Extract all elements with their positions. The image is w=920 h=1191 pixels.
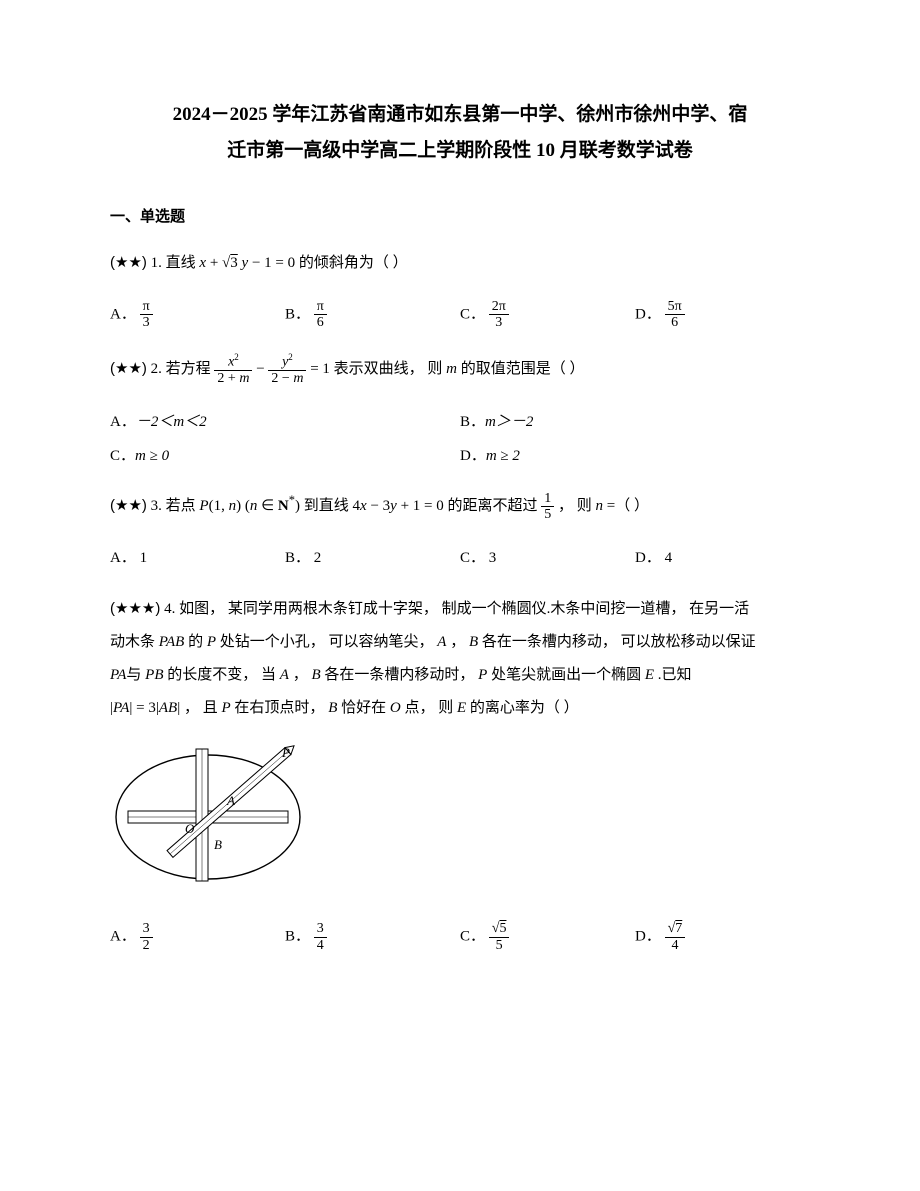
q2-optA: A．－2＜m＜2 [110,410,460,434]
q1-text-after: 的倾斜角为（ ） [299,255,408,271]
q3-num: 3. [151,498,162,514]
title-line1: 2024－2025 学年江苏省南通市如东县第一中学、徐州市徐州中学、宿 [110,100,810,130]
q4-optA: A． 32 [110,921,285,953]
q4-figure: P A O B [110,739,810,897]
q1-options: A． π3 B． π6 C． 2π3 D． 5π6 [110,299,810,331]
q1-optD: D． 5π6 [635,299,810,331]
q3-options: A． 1 B． 2 C． 3 D． 4 [110,546,810,570]
question-1: (★★) 1. 直线 x + √3 y − 1 = 0 的倾斜角为（ ） [110,251,810,275]
q2-optD: D．m ≥ 2 [460,444,810,468]
q2-text-end: 的取值范围是（ ） [461,361,585,377]
q3-optA: A． 1 [110,546,285,570]
q4-options: A． 32 B． 34 C． √55 D． √74 [110,921,810,953]
q3-t2: 到直线 [304,498,353,514]
q4-num: 4. [164,601,175,617]
q3-t1: 若点 [166,498,200,514]
q4-optC: C． √55 [460,921,635,953]
q2-stars: (★★) [110,360,147,377]
svg-text:O: O [185,821,195,836]
q3-t5: =（ ） [607,498,649,514]
q2-num: 2. [151,361,162,377]
title-line2: 迁市第一高级中学高二上学期阶段性 10 月联考数学试卷 [110,136,810,166]
q4-stars: (★★★) [110,600,160,617]
q2-options: A．－2＜m＜2 B．m＞－2 C．m ≥ 0 D．m ≥ 2 [110,410,810,468]
question-4: (★★★) 4. 如图， 某同学用两根木条钉成十字架， 制成一个椭圆仪.木条中间… [110,592,810,725]
section-header-1: 一、单选题 [110,205,810,229]
q4-optB: B． 34 [285,921,460,953]
q1-optA: A． π3 [110,299,285,331]
q3-optD: D． 4 [635,546,810,570]
q3-optC: C． 3 [460,546,635,570]
q2-text-before: 若方程 [166,361,215,377]
q2-text-after: 表示双曲线， 则 [334,361,447,377]
question-3: (★★) 3. 若点 P(1, n) (n ∈ N*) 到直线 4x − 3y … [110,490,810,522]
q2-optB: B．m＞－2 [460,410,810,434]
q1-num: 1. [151,255,162,271]
question-2: (★★) 2. 若方程 x22 + m − y22 − m = 1 表示双曲线，… [110,353,810,386]
ellipse-diagram: P A O B [110,739,320,889]
svg-text:P: P [281,745,290,760]
q1-stars: (★★) [110,254,147,271]
q1-optB: B． π6 [285,299,460,331]
q2-optC: C．m ≥ 0 [110,444,460,468]
q1-optC: C． 2π3 [460,299,635,331]
svg-text:A: A [226,793,235,808]
q4-optD: D． √74 [635,921,810,953]
q1-text-before: 直线 [166,255,200,271]
q3-t4: ， 则 [558,498,596,514]
q3-stars: (★★) [110,497,147,514]
svg-text:B: B [214,837,222,852]
q3-t3: 的距离不超过 [448,498,542,514]
q3-optB: B． 2 [285,546,460,570]
